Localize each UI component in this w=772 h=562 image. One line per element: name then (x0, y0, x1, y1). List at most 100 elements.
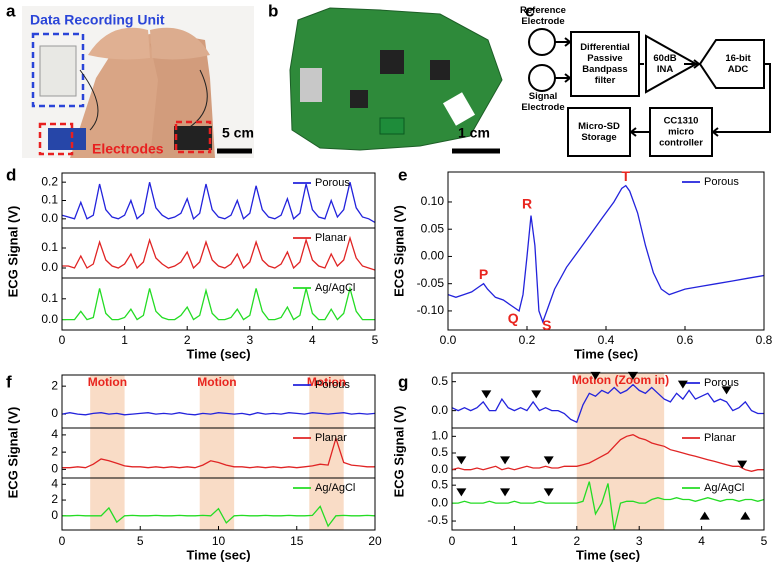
x-tick-label: 3 (636, 534, 643, 548)
y-tick-label: -0.5 (427, 513, 448, 527)
series-line (452, 383, 764, 424)
beat-marker (721, 386, 732, 395)
pcb (289, 7, 503, 151)
x-tick-label: 4 (309, 333, 316, 347)
diagram-label: Micro-SD (578, 121, 620, 132)
y-tick-label: 0 (51, 508, 58, 522)
beat-marker (481, 390, 492, 399)
x-tick-label: 2 (573, 534, 580, 548)
beat-marker (500, 488, 511, 497)
x-tick-label: 20 (368, 534, 382, 548)
x-tick-label: 3 (246, 333, 253, 347)
y-tick-label: 0.1 (41, 291, 58, 305)
diagram-label: 60dB (653, 53, 676, 64)
beat-marker (590, 371, 601, 380)
x-tick-label: 10 (212, 534, 226, 548)
panel: 0.0 0.1 0.2 Porous 0.0 0.1 Planar 0.0 0.1 Ag/AgCl… (5, 165, 378, 361)
electrode-right (174, 126, 212, 150)
diagram (528, 28, 771, 157)
diagram-labels: c ReferenceElectrodeSignalElectrodeDiffe… (520, 1, 751, 148)
y-tick-label: 0.05 (421, 221, 445, 235)
beat-marker (543, 488, 554, 497)
y-tick-label: 0.5 (431, 445, 448, 459)
x-axis-label: Time (sec) (186, 547, 250, 562)
diagram-label: INA (657, 64, 674, 75)
connector (379, 117, 405, 135)
fist-right (150, 27, 210, 60)
arm-left (70, 34, 172, 158)
y-tick-label: -0.10 (417, 303, 445, 317)
y-tick-label: 0.0 (41, 260, 58, 274)
y-tick-label: 2 (51, 378, 58, 392)
x-tick-label: 5 (137, 534, 144, 548)
diagram-label: CC1310 (664, 116, 699, 127)
photo-b: b 1 cm (268, 1, 503, 154)
photo-a: a Data Recording Unit 5 cm Electrodes (6, 1, 254, 158)
series-line (62, 436, 375, 469)
y-tick-label: 0.0 (41, 211, 58, 225)
diagram-label: ADC (728, 64, 749, 75)
y-tick-label: 0.1 (41, 240, 58, 254)
shaded-region (90, 375, 125, 530)
y-tick-label: 0.0 (41, 312, 58, 326)
y-axis-label: ECG Signal (V) (391, 406, 406, 498)
adc-box (698, 39, 765, 89)
shaded-region (309, 375, 344, 530)
y-tick-label: 2 (51, 444, 58, 458)
region-label: Motion (88, 375, 127, 389)
y-tick-label: 4 (51, 476, 58, 490)
y-tick-label: 1.0 (431, 429, 448, 443)
y-axis-label: ECG Signal (V) (5, 407, 20, 499)
chip (350, 90, 368, 108)
panel-letter: d (6, 165, 16, 184)
legend-label: Porous (704, 377, 739, 389)
y-tick-label: 0 (51, 462, 58, 476)
legend-label: Ag/AgCl (315, 282, 355, 294)
x-tick-label: 15 (290, 534, 304, 548)
x-tick-label: 0.6 (677, 333, 694, 347)
subplot-frame (447, 171, 765, 331)
diagram-label: Differential (580, 42, 630, 53)
wave-annotation: Q (508, 310, 519, 326)
y-tick-label: 0.5 (431, 374, 448, 388)
diagram-label: micro (668, 127, 694, 138)
y-tick-label: 0.2 (41, 174, 58, 188)
diagram-label: Passive (587, 53, 622, 64)
plots: 0.0 0.1 0.2 Porous 0.0 0.1 Planar 0.0 0.1 Ag/AgCl… (5, 165, 772, 562)
series-line (62, 505, 375, 528)
series-line (62, 182, 375, 224)
legend-label: Porous (315, 177, 350, 189)
panel-letter: f (6, 372, 12, 391)
wave-annotation: R (522, 195, 532, 211)
electrodes-label: Electrodes (92, 141, 164, 157)
x-tick-label: 0 (59, 333, 66, 347)
beat-marker (699, 511, 710, 520)
panel-letter: e (398, 165, 407, 184)
y-tick-label: 0.10 (421, 194, 445, 208)
legend-label: Planar (315, 232, 347, 244)
legend-label: Porous (315, 379, 350, 391)
shaded-region (199, 375, 235, 530)
shaded-region (576, 373, 665, 530)
y-axis-label: ECG Signal (V) (5, 206, 20, 298)
diagram-label: Electrode (521, 16, 564, 27)
diagram-label: 16-bit (725, 53, 751, 64)
unit-box (31, 32, 85, 108)
beat-marker (677, 380, 688, 389)
sd-slot (300, 68, 322, 102)
panel: Motion Motion Motion 0 2 Porous 0 2 4 Planar 0 2 4 Ag… (5, 372, 382, 562)
unit-label: Data Recording Unit (30, 12, 165, 28)
legend-label: Ag/AgCl (315, 482, 355, 494)
x-tick-label: 1 (511, 534, 518, 548)
chip (380, 50, 404, 74)
series-line (452, 481, 764, 530)
x-tick-label: 0.8 (756, 333, 772, 347)
y-tick-label: 0 (51, 406, 58, 420)
y-tick-label: 4 (51, 427, 58, 441)
beat-marker (737, 460, 748, 469)
x-tick-label: 0.4 (598, 333, 615, 347)
y-tick-label: 0.0 (431, 403, 448, 417)
legend-label: Porous (704, 176, 739, 188)
electrode-box (38, 122, 74, 156)
